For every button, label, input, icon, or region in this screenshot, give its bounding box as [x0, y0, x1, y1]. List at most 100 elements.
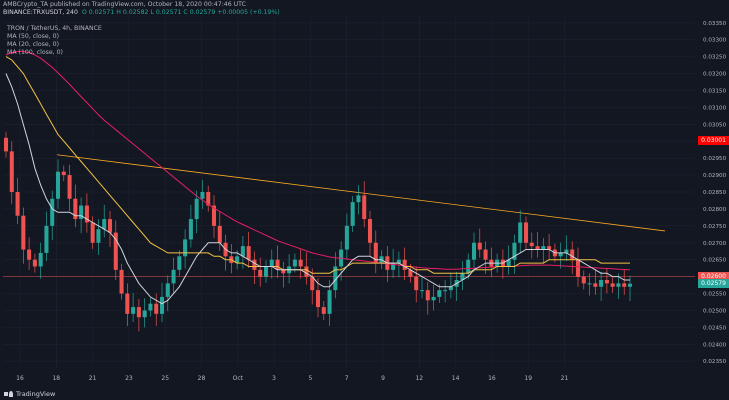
publish-info: AMBCrypto_TA published on TradingView.co… [3, 1, 246, 9]
candle-body [200, 192, 205, 199]
y-tick-label: 0.02400 [703, 342, 727, 348]
candle-body [315, 290, 321, 308]
moving-averages [5, 51, 631, 305]
candle-body [575, 259, 581, 277]
candle-body [506, 259, 511, 267]
candle-body [27, 249, 32, 260]
tradingview-logo[interactable]: TradingView [4, 390, 55, 398]
candle-body [627, 283, 633, 287]
time-axis[interactable]: 16 18 21 23 25 28 Oct 3 5 7 9 12 14 16 19 21 [16, 375, 568, 382]
candle-body [437, 290, 442, 297]
candle-body [593, 283, 598, 287]
candle-body [547, 246, 552, 250]
x-tick-label: 9 [381, 375, 385, 382]
symbol-bar: BINANCE:TRXUSDT, 240 O 0.02571 H 0.02582… [3, 9, 280, 17]
legend-ma50[interactable]: MA (50, close, 0) [7, 33, 59, 40]
price-axis[interactable]: 0.03350 0.03300 0.03250 0.03200 0.03150 0.031… [703, 21, 727, 365]
y-tick-label: 0.02950 [703, 156, 727, 162]
candle-body [73, 198, 78, 220]
candle-body [518, 222, 523, 243]
publish-info-text: AMBCrypto_TA published on TradingView.co… [3, 1, 246, 8]
candle-body [148, 303, 153, 311]
candle-body [298, 259, 303, 267]
candle-body [431, 296, 436, 301]
candle-body [154, 303, 159, 314]
candle-body [32, 259, 37, 267]
candle-body [96, 229, 101, 243]
candle-body [235, 256, 240, 264]
candle-body [263, 266, 269, 277]
x-tick-label: 3 [272, 375, 276, 382]
candle-body [523, 222, 529, 243]
candle-body [610, 283, 615, 287]
candle-body [535, 246, 540, 250]
candle-body [419, 290, 425, 292]
candle-body [367, 219, 373, 243]
candle-body [269, 259, 274, 267]
candle-body [211, 205, 217, 226]
candle-body [333, 266, 338, 291]
candle-body [90, 222, 95, 243]
candle-body [396, 259, 401, 264]
candle-body [310, 276, 315, 291]
y-tick-label: 0.02550 [703, 292, 727, 298]
candle-body [21, 215, 26, 250]
y-tick-label: 0.03250 [703, 55, 727, 61]
tradingview-logo-icon [4, 391, 13, 397]
candle-body [460, 273, 465, 280]
candle-body [321, 307, 326, 314]
x-tick-label: 23 [125, 375, 133, 382]
legend-ma20[interactable]: MA (20, close, 0) [7, 41, 59, 48]
x-tick-label: 18 [52, 375, 60, 382]
ma20-line [5, 73, 630, 305]
candle-body [564, 249, 569, 253]
x-tick-label: 21 [89, 375, 97, 382]
x-tick-label: 5 [308, 375, 312, 382]
candle-body [408, 269, 413, 277]
candle-body [15, 192, 20, 216]
y-tick-label: 0.03350 [703, 21, 727, 27]
y-tick-label: 0.03200 [703, 72, 727, 78]
y-tick-label: 0.02750 [703, 224, 727, 230]
candle-body [119, 269, 124, 294]
candle-body [113, 232, 118, 270]
candle-body [159, 296, 165, 314]
x-tick-label: 19 [524, 375, 532, 382]
candle-body [61, 171, 66, 176]
candle-body [477, 242, 482, 250]
y-tick-label: 0.02450 [703, 325, 727, 331]
price-tag: 0.02600 [698, 272, 729, 282]
ma50-line [5, 56, 630, 274]
y-tick-label: 0.03050 [703, 122, 727, 128]
candle-body [102, 219, 107, 230]
candle-body [79, 205, 84, 220]
y-tick-label: 0.02900 [703, 173, 727, 179]
candle-body [188, 219, 193, 240]
candle-body [44, 225, 49, 253]
symbol-label[interactable]: BINANCE:TRXUSDT, 240 [3, 9, 78, 16]
y-tick-label: 0.02500 [703, 308, 727, 314]
candle-body [55, 171, 61, 199]
y-tick-label: 0.02800 [703, 207, 727, 213]
candle-body [258, 269, 263, 277]
y-tick-label: 0.03300 [703, 38, 727, 44]
candle-body [292, 259, 297, 267]
candle-body [327, 290, 332, 314]
candle-body [67, 175, 72, 199]
x-tick-label: 16 [16, 375, 24, 382]
candle-body [38, 252, 43, 267]
candles [3, 131, 633, 332]
candle-body [84, 205, 89, 223]
x-tick-label: 16 [488, 375, 496, 382]
x-tick-label: 21 [561, 375, 569, 382]
y-tick-label: 0.02650 [703, 258, 727, 264]
trendline [56, 154, 666, 232]
candle-body [171, 269, 176, 284]
candle-body [165, 283, 170, 297]
candle-body [206, 192, 211, 206]
candle-body [275, 259, 280, 270]
candle-body [240, 246, 245, 257]
legend-ma100[interactable]: MA (100, close, 0) [7, 49, 63, 56]
candle-body [217, 225, 222, 243]
